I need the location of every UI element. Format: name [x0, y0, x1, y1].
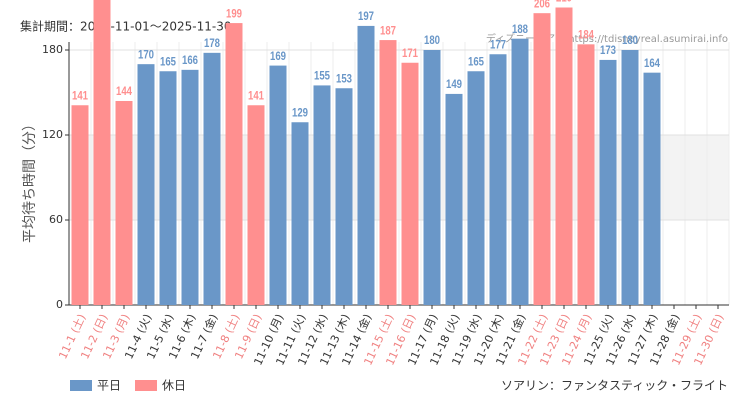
bar — [599, 59, 617, 305]
value-label: 206 — [534, 0, 550, 11]
value-label: 165 — [160, 55, 176, 68]
value-label: 210 — [556, 0, 572, 5]
value-label: 170 — [138, 48, 154, 61]
bar — [467, 71, 485, 305]
bar — [445, 93, 463, 306]
value-label: 166 — [182, 54, 198, 67]
bar — [71, 105, 89, 305]
bar — [159, 71, 177, 305]
y-tick-label: 120 — [42, 128, 63, 141]
legend-swatch — [135, 380, 157, 391]
value-label: 173 — [600, 44, 616, 57]
caption: ソアリン：ファンタスティック・フライト — [501, 379, 728, 393]
bar — [115, 101, 133, 305]
bar — [555, 7, 573, 305]
value-label: 184 — [578, 29, 594, 42]
y-axis-label: 平均待ち時間（分） — [22, 117, 38, 243]
value-label: 149 — [446, 78, 462, 91]
bar — [489, 54, 507, 305]
bar — [401, 62, 419, 305]
value-label: 199 — [226, 7, 242, 20]
value-label: 180 — [424, 34, 440, 47]
bar — [643, 72, 661, 306]
value-label: 165 — [468, 55, 484, 68]
value-label: 177 — [490, 38, 506, 51]
bar — [247, 105, 265, 305]
value-label: 141 — [248, 89, 264, 102]
value-label: 129 — [292, 106, 308, 119]
y-tick-label: 180 — [42, 43, 63, 56]
legend-swatch — [70, 380, 92, 391]
value-label: 171 — [402, 47, 418, 60]
bar — [357, 25, 375, 306]
value-label: 180 — [622, 34, 638, 47]
bar — [577, 44, 595, 305]
value-label: 178 — [204, 37, 220, 50]
bar — [291, 122, 309, 305]
value-label: 141 — [72, 89, 88, 102]
legend-label: 平日 — [97, 379, 121, 393]
value-label: 169 — [270, 50, 286, 63]
bar — [379, 40, 397, 305]
y-tick-label: 0 — [56, 298, 63, 311]
bar — [533, 13, 551, 306]
bar — [313, 85, 331, 306]
value-label: 144 — [116, 85, 132, 98]
value-label: 188 — [512, 23, 528, 36]
value-label: 153 — [336, 72, 352, 85]
bar — [335, 88, 353, 305]
subtitle: 集計期間：2025-11-01～2025-11-30 — [20, 19, 231, 34]
bar — [203, 52, 221, 306]
value-label: 187 — [380, 24, 396, 37]
bar — [93, 0, 111, 306]
bar — [423, 50, 441, 305]
value-label: 197 — [358, 10, 374, 23]
bar — [269, 65, 287, 305]
legend-label: 休日 — [162, 379, 186, 393]
value-label: 164 — [644, 57, 660, 70]
bar — [137, 64, 155, 306]
bar — [621, 50, 639, 305]
y-tick-label: 60 — [49, 213, 63, 226]
bar — [225, 23, 243, 305]
bar — [181, 69, 199, 305]
bar — [511, 38, 529, 306]
value-label: 155 — [314, 70, 330, 83]
